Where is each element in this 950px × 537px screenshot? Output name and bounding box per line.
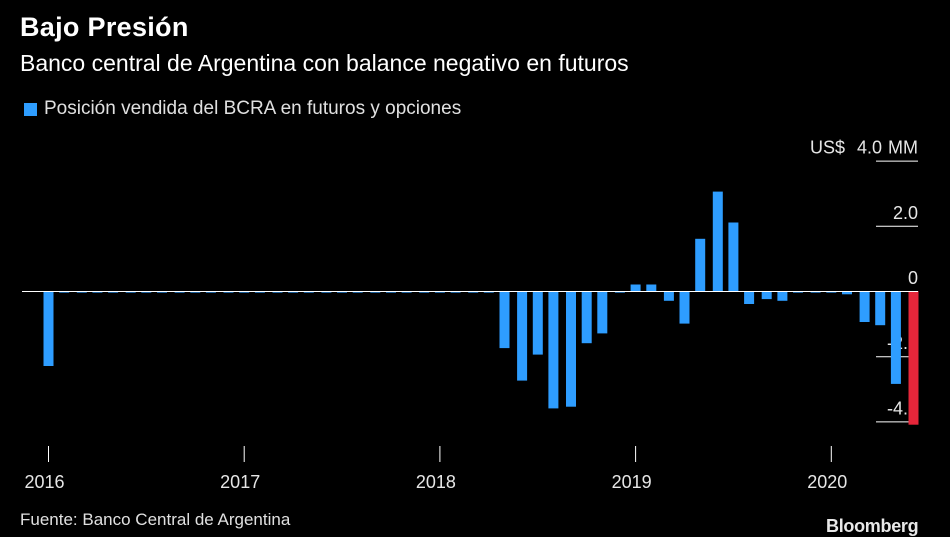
y-unit-suffix: MM xyxy=(888,138,918,158)
bar xyxy=(581,291,592,344)
legend-label: Posición vendida del BCRA en futuros y o… xyxy=(44,98,462,119)
y-tick-label: 2.0 xyxy=(893,203,918,223)
source-note: Fuente: Banco Central de Argentina xyxy=(20,510,291,529)
legend-swatch xyxy=(24,102,37,116)
bar xyxy=(679,291,690,324)
x-tick-label: 2018 xyxy=(416,472,456,492)
bar-latest xyxy=(908,291,919,425)
bar xyxy=(761,291,772,300)
bloomberg-logo: Bloomberg xyxy=(826,516,919,536)
bar xyxy=(728,222,739,291)
chart-title: Bajo Presión xyxy=(20,12,189,42)
bar xyxy=(663,291,674,301)
x-tick-label: 2016 xyxy=(24,472,64,492)
bar xyxy=(695,238,706,291)
y-tick-label: 4.0 xyxy=(857,138,882,158)
bar xyxy=(630,284,641,291)
y-tick-label: 0 xyxy=(908,268,918,288)
bar xyxy=(777,291,788,301)
bar xyxy=(517,291,528,381)
bar xyxy=(842,291,852,295)
bar xyxy=(566,291,576,407)
x-tick-label: 2020 xyxy=(807,472,847,492)
bar xyxy=(499,291,510,349)
x-tick-label: 2019 xyxy=(612,472,652,492)
x-tick-label: 2017 xyxy=(220,472,260,492)
bar xyxy=(646,284,657,291)
bar xyxy=(890,291,901,384)
y-unit-prefix: US$ xyxy=(810,138,845,158)
legend: Posición vendida del BCRA en futuros y o… xyxy=(24,98,461,120)
bar xyxy=(875,291,886,326)
bar xyxy=(859,291,870,322)
bar xyxy=(43,291,54,366)
bar xyxy=(597,291,608,334)
bar xyxy=(532,291,543,355)
chart-subtitle: Banco central de Argentina con balance n… xyxy=(20,50,629,76)
bar xyxy=(744,291,755,304)
bar xyxy=(548,291,559,409)
bar xyxy=(712,191,723,291)
